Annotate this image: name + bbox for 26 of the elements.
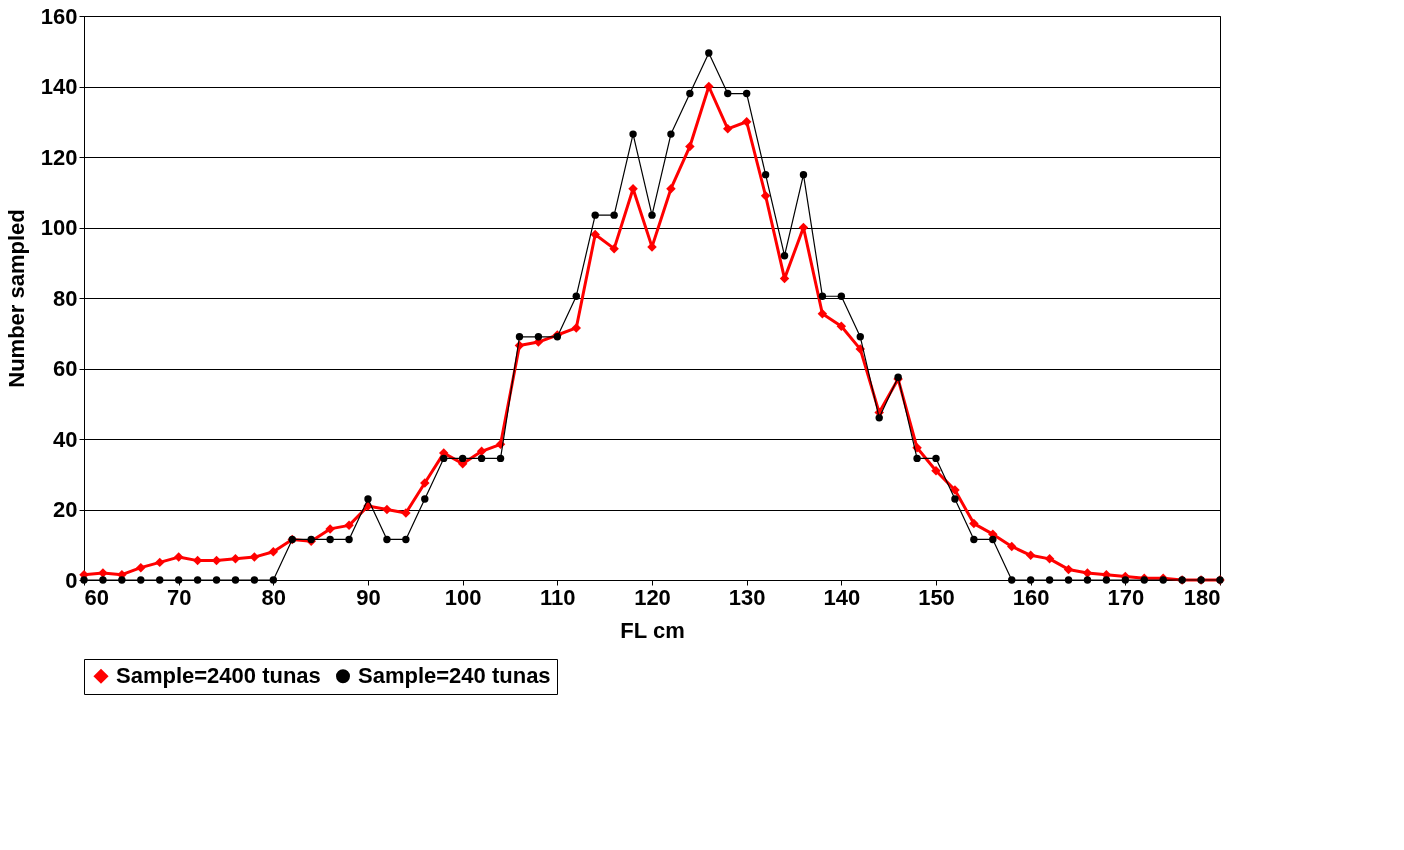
x-tick-label: 70 [166, 584, 192, 610]
x-tick-label: 110 [540, 584, 576, 610]
x-tick-label: 160 [1012, 584, 1050, 610]
x-tick-label: 130 [728, 584, 766, 610]
x-tick-label: 100 [444, 584, 482, 610]
y-tick-label: 80 [53, 285, 78, 311]
x-tick-label: 120 [634, 584, 671, 610]
x-tick-label: 60 [84, 584, 109, 610]
x-tick-label: 90 [356, 584, 381, 610]
y-tick-label: 100 [40, 215, 78, 240]
legend-label: Sample=2400 tunas [116, 663, 321, 689]
y-tick-label: 140 [40, 74, 78, 99]
x-tick-label: 180 [1183, 584, 1221, 610]
x-tick-label: 170 [1107, 584, 1145, 610]
y-tick-label: 60 [53, 356, 78, 381]
y-tick-label: 20 [53, 497, 78, 522]
y-tick-label: 120 [40, 144, 78, 170]
x-tick-label: 140 [823, 584, 861, 610]
y-tick-label: 160 [40, 3, 78, 29]
x-tick-label: 80 [261, 584, 287, 610]
y-tick-label: 40 [53, 426, 78, 452]
legend-label: Sample=240 tunas [358, 663, 551, 689]
y-axis-title: Number sampled [3, 209, 29, 388]
y-tick-label: 0 [65, 567, 78, 593]
x-axis-title: FL cm [620, 617, 685, 643]
x-tick-label: 150 [918, 584, 955, 610]
